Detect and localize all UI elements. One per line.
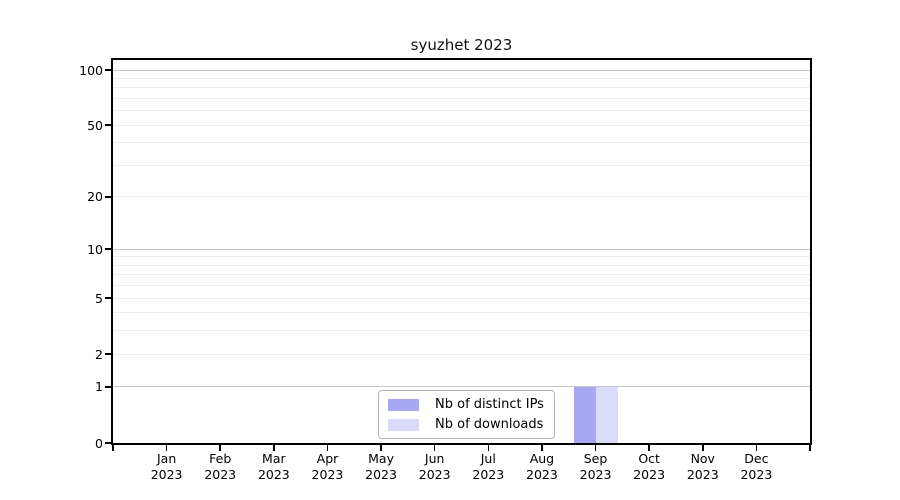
x-tick-label-month: Jun [424, 451, 445, 466]
x-tick-label-year: 2023 [257, 467, 290, 482]
x-tick-label-jan-2023: Jan 2023 [151, 451, 183, 483]
x-tick-label-jun-2023: Jun 2023 [419, 451, 451, 483]
x-tick-label-jul-2023: Jul 2023 [472, 451, 504, 483]
minor-gridline-y-60 [113, 110, 810, 112]
x-tick-2 [219, 445, 221, 451]
x-tick-6 [433, 445, 436, 451]
x-tick-1 [165, 445, 168, 451]
chart-title: syuzhet 2023 [410, 36, 513, 54]
y-tick-100 [105, 69, 111, 71]
x-tick-label-year: 2023 [633, 467, 666, 482]
y-tick-50 [105, 124, 111, 126]
minor-gridline-y-7 [113, 274, 810, 276]
legend-entry-nb-of-downloads: Nb of downloads [388, 416, 544, 433]
minor-gridline-y-4 [113, 312, 810, 314]
y-tick-10 [105, 248, 111, 250]
minor-gridline-y-90 [113, 77, 810, 79]
x-tick-label-nov-2023: Nov 2023 [687, 451, 719, 483]
y-tick-label-0: 0 [95, 435, 103, 451]
x-tick-13 [809, 445, 811, 451]
x-tick-9 [594, 445, 597, 451]
major-gridline-y-10 [113, 248, 810, 250]
x-tick-label-dec-2023: Dec 2023 [740, 451, 772, 483]
x-tick-label-month: Oct [638, 451, 660, 466]
x-tick-label-year: 2023 [740, 467, 773, 482]
x-tick-label-year: 2023 [311, 467, 344, 482]
x-tick-label-year: 2023 [472, 467, 505, 482]
y-tick-label-100: 100 [79, 62, 103, 78]
x-tick-12 [755, 445, 758, 451]
x-tick-label-sep-2023: Sep 2023 [580, 451, 612, 483]
x-tick-label-mar-2023: Mar 2023 [258, 451, 290, 483]
x-tick-label-month: Aug [529, 451, 555, 466]
y-tick-5 [105, 297, 111, 299]
major-gridline-y-1 [113, 386, 810, 388]
x-tick-label-month: Feb [209, 451, 232, 466]
minor-gridline-y-70 [113, 97, 810, 99]
x-tick-label-month: Nov [690, 451, 715, 466]
minor-gridline-y-2 [113, 353, 810, 355]
x-tick-label-year: 2023 [579, 467, 612, 482]
bar-nb-of-downloads-sep-2023 [595, 386, 618, 443]
x-tick-label-aug-2023: Aug 2023 [526, 451, 558, 483]
minor-gridline-y-40 [113, 142, 810, 144]
minor-gridline-y-80 [113, 87, 810, 89]
x-tick-label-year: 2023 [204, 467, 237, 482]
x-tick-label-month: Dec [744, 451, 769, 466]
x-tick-label-year: 2023 [365, 467, 397, 482]
legend-label-nb-of-downloads: Nb of downloads [435, 417, 544, 432]
x-tick-label-oct-2023: Oct 2023 [633, 451, 665, 483]
major-gridline-y-100 [113, 69, 810, 71]
minor-gridline-y-6 [113, 285, 810, 287]
x-tick-label-may-2023: May 2023 [365, 451, 397, 483]
minor-gridline-y-3 [113, 330, 810, 332]
y-tick-label-20: 20 [87, 189, 103, 205]
x-tick-5 [380, 445, 382, 451]
x-tick-label-year: 2023 [686, 467, 719, 482]
minor-gridline-y-9 [113, 256, 810, 258]
minor-gridline-y-30 [113, 164, 810, 166]
x-tick-8 [541, 445, 543, 451]
x-tick-label-month: Mar [262, 451, 286, 466]
minor-gridline-y-20 [113, 196, 810, 198]
x-tick-3 [273, 445, 275, 451]
y-tick-label-1: 1 [95, 379, 103, 395]
minor-gridline-y-5 [113, 297, 810, 299]
y-tick-20 [105, 196, 111, 198]
plot-area: 0 1 2 5 10 20 50 100 Jan 2023 Feb 2023 Mar 2023 Apr 202… [79, 58, 812, 482]
y-tick-2 [105, 353, 111, 355]
x-tick-label-year: 2023 [526, 467, 558, 482]
x-tick-label-month: Sep [583, 451, 608, 466]
legend-label-nb-of-distinct-ips: Nb of distinct IPs [435, 397, 544, 412]
x-tick-label-month: Apr [316, 451, 339, 466]
y-tick-label-5: 5 [95, 290, 103, 306]
x-tick-0 [112, 445, 114, 451]
y-tick-label-10: 10 [87, 241, 103, 257]
minor-gridline-y-8 [113, 264, 810, 266]
x-tick-label-month: May [368, 451, 394, 466]
legend-swatch-nb-of-distinct-ips [388, 398, 419, 411]
x-tick-label-month: Jul [480, 451, 496, 466]
x-tick-4 [326, 445, 329, 451]
bar-nb-of-distinct-ips-sep-2023 [573, 386, 596, 443]
minor-gridline-y-50 [113, 124, 810, 126]
x-tick-label-month: Jan [156, 451, 177, 466]
y-tick-label-2: 2 [95, 346, 103, 362]
legend: Nb of distinct IPs Nb of downloads [378, 390, 555, 439]
y-tick-label-50: 50 [87, 117, 103, 133]
x-tick-label-year: 2023 [150, 467, 183, 482]
x-tick-label-apr-2023: Apr 2023 [312, 451, 344, 483]
x-tick-10 [648, 445, 650, 451]
x-tick-label-feb-2023: Feb 2023 [204, 451, 236, 483]
x-tick-label-year: 2023 [418, 467, 451, 482]
legend-swatch-nb-of-downloads [388, 418, 419, 431]
legend-entry-nb-of-distinct-ips: Nb of distinct IPs [388, 396, 544, 413]
x-tick-11 [702, 445, 704, 451]
y-tick-0 [105, 442, 111, 444]
y-tick-1 [105, 386, 111, 388]
x-tick-7 [487, 445, 490, 451]
